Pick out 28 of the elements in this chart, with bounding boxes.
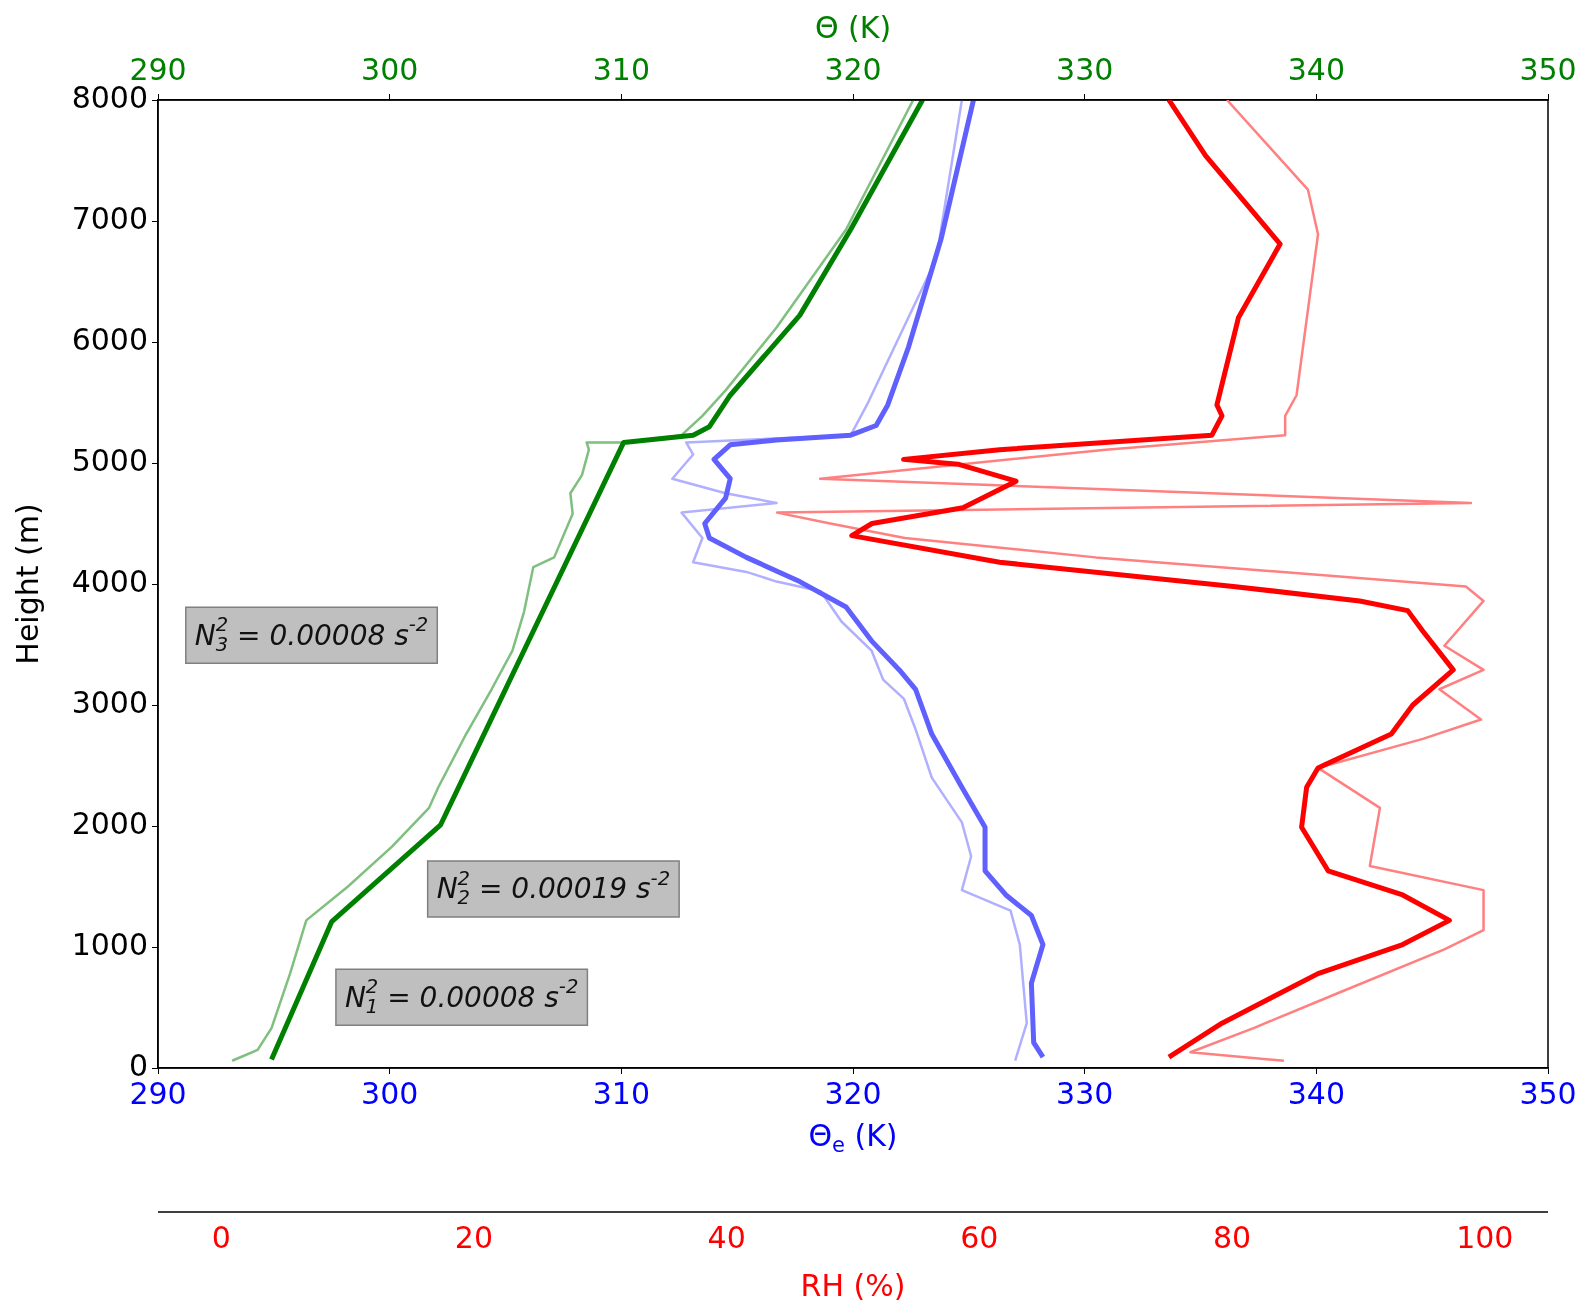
x-tick-label: 40	[707, 1219, 746, 1255]
x2-tick-label: 340	[1287, 51, 1345, 87]
x-tick-label: 300	[361, 1075, 419, 1111]
x-tick-label: 330	[1056, 1075, 1114, 1111]
x2-tick-label: 350	[1519, 51, 1577, 87]
x-tick-label: 350	[1519, 1075, 1577, 1111]
x-tick-label: 340	[1287, 1075, 1345, 1111]
y-axis-title: Height (m)	[9, 503, 45, 665]
x-tick-label: 310	[592, 1075, 650, 1111]
x-tick-label: 320	[824, 1075, 882, 1111]
y-tick-label: 5000	[71, 442, 148, 478]
y-tick-label: 7000	[71, 200, 148, 236]
x2-tick-label: 310	[592, 51, 650, 87]
x-tick-label: 20	[454, 1219, 493, 1255]
x-axis-title: RH (%)	[800, 1267, 906, 1303]
x-tick-label: 0	[211, 1219, 231, 1255]
x2-tick-label: 300	[361, 51, 419, 87]
x2-tick-label: 320	[824, 51, 882, 87]
y-tick-label: 2000	[71, 805, 148, 841]
x-tick-label: 60	[960, 1219, 999, 1255]
x2-tick-label: 330	[1056, 51, 1114, 87]
x-tick-label: 100	[1456, 1219, 1514, 1255]
y-tick-label: 4000	[71, 563, 148, 599]
y-tick-label: 3000	[71, 684, 148, 720]
y-tick-label: 1000	[71, 926, 148, 962]
x-tick-label: 80	[1213, 1219, 1252, 1255]
y-tick-label: 6000	[71, 321, 148, 357]
x2-axis-title: Θ (K)	[814, 9, 892, 45]
